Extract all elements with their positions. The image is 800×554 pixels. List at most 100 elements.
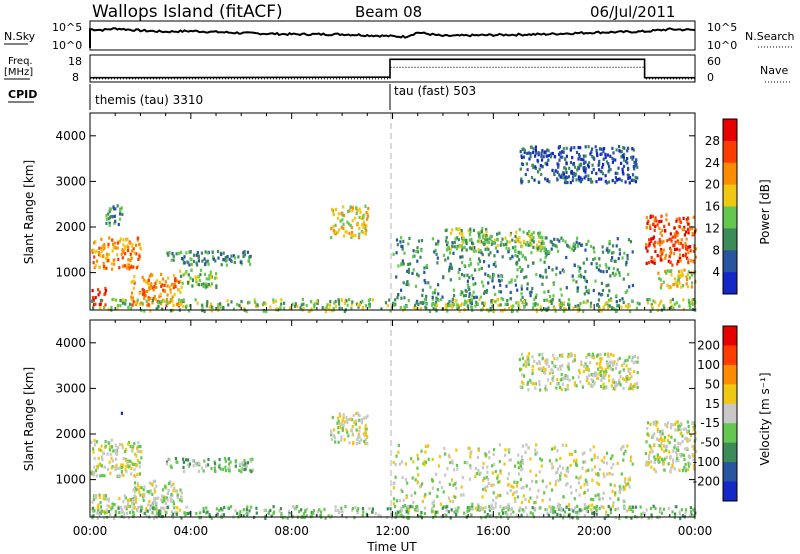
echo-cell	[512, 485, 515, 489]
echo-cell	[660, 233, 663, 238]
echo-cell	[452, 288, 455, 292]
echo-cell	[568, 516, 571, 520]
echo-cell	[664, 269, 667, 274]
echo-cell	[676, 284, 679, 288]
echo-cell	[605, 513, 608, 517]
echo-cell	[650, 460, 653, 464]
echo-cell	[660, 283, 663, 287]
echo-cell	[500, 274, 503, 278]
echo-cell	[97, 288, 100, 292]
echo-cell	[103, 511, 107, 515]
echo-cell	[431, 501, 434, 505]
echo-cell	[586, 365, 589, 369]
echo-cell	[202, 469, 205, 473]
echo-cell	[444, 473, 447, 477]
echo-cell	[142, 493, 145, 497]
echo-cell	[659, 509, 662, 513]
echo-cell	[494, 264, 497, 268]
echo-cell	[626, 253, 629, 258]
echo-cell	[581, 508, 584, 512]
echo-cell	[484, 272, 487, 276]
colorbar-segment	[723, 403, 737, 424]
echo-cell	[631, 147, 634, 151]
echo-cell	[159, 292, 162, 296]
velocity-y-axis-label: Slant Range [km]	[22, 367, 36, 471]
echo-cell	[561, 155, 564, 159]
echo-cell	[489, 514, 492, 518]
echo-cell	[453, 294, 456, 298]
echo-cell	[538, 353, 541, 357]
echo-cell	[572, 278, 575, 282]
echo-cell	[674, 422, 677, 427]
echo-cell	[602, 162, 605, 167]
echo-cell	[573, 358, 576, 362]
echo-cell	[611, 368, 614, 372]
echo-cell	[526, 232, 529, 236]
echo-cell	[338, 228, 341, 232]
echo-cell	[693, 516, 696, 520]
echo-cell	[199, 511, 202, 515]
echo-cell	[618, 273, 621, 277]
echo-cell	[559, 287, 562, 291]
echo-cell	[498, 480, 501, 484]
echo-cell	[138, 256, 141, 260]
echo-cell	[646, 221, 649, 225]
echo-cell	[208, 513, 211, 517]
echo-cell	[571, 452, 574, 457]
echo-cell	[152, 288, 155, 292]
echo-cell	[580, 157, 583, 161]
echo-cell	[586, 509, 590, 514]
echo-cell	[164, 485, 167, 489]
echo-cell	[145, 280, 148, 284]
echo-cell	[521, 508, 524, 512]
echo-cell	[407, 267, 410, 271]
echo-cell	[91, 299, 94, 303]
echo-cell	[624, 180, 627, 184]
echo-cell	[125, 464, 128, 468]
echo-cell	[453, 240, 456, 245]
echo-cell	[130, 280, 133, 284]
echo-cell	[463, 511, 466, 515]
echo-cell	[578, 306, 581, 310]
echo-cell	[365, 229, 368, 233]
echo-cell	[154, 507, 157, 511]
echo-cell	[659, 254, 662, 259]
echo-cell	[540, 245, 543, 249]
echo-cell	[663, 306, 666, 310]
echo-cell	[358, 440, 361, 444]
echo-cell	[521, 268, 524, 272]
echo-cell	[657, 271, 660, 275]
echo-cell	[122, 456, 125, 461]
echo-cell	[560, 175, 563, 179]
echo-cell	[520, 455, 524, 459]
echo-cell	[605, 248, 608, 252]
echo-cell	[579, 176, 582, 180]
echo-cell	[133, 441, 136, 446]
echo-cell	[198, 278, 201, 283]
echo-cell	[560, 471, 563, 475]
echo-cell	[507, 503, 510, 507]
echo-cell	[304, 508, 307, 513]
echo-cell	[485, 290, 488, 294]
echo-cell	[343, 301, 346, 305]
echo-cell	[472, 282, 475, 287]
echo-cell	[104, 286, 107, 291]
echo-cell	[509, 512, 512, 516]
echo-cell	[593, 381, 596, 385]
echo-cell	[669, 455, 672, 459]
echo-cell	[645, 461, 648, 465]
echo-cell	[520, 352, 523, 356]
echo-cell	[536, 243, 539, 247]
echo-cell	[525, 443, 528, 447]
echo-cell	[346, 430, 349, 434]
echo-cell	[571, 359, 575, 364]
echo-cell	[129, 252, 132, 256]
echo-cell	[160, 514, 163, 518]
echo-cell	[648, 454, 651, 458]
echo-cell	[355, 412, 358, 416]
echo-cell	[124, 450, 127, 454]
echo-cell	[392, 303, 395, 307]
echo-cell	[216, 306, 219, 310]
echo-cell	[531, 479, 534, 483]
echo-cell	[346, 303, 349, 307]
